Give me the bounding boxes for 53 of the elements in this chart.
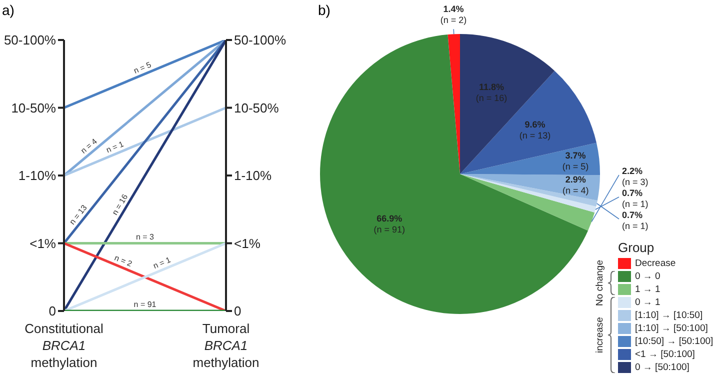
pie-slice [460, 70, 596, 174]
data-label: 3.7% (n = 5) [562, 150, 589, 172]
text: n = 5 [132, 60, 154, 76]
text: n = 2 [113, 253, 134, 269]
data-label: 0.7% (n = 1) [622, 210, 648, 231]
pie-slice [460, 174, 595, 231]
data-label: 1.4% (n = 2) [440, 4, 467, 26]
data-label: 0.7% (n = 1) [622, 188, 648, 209]
data-label: 66.9% (n = 91) [374, 214, 406, 235]
pie-slice [460, 174, 600, 200]
category-label: 50-100% [234, 32, 286, 48]
text: n = 1 [152, 255, 172, 271]
category-label: 50-100% [4, 32, 56, 48]
legend-label: [1:10] → [10:50] [635, 310, 703, 321]
legend-label: [1:10] → [50:100] [635, 323, 708, 334]
pie-slice [460, 174, 598, 206]
pie-slice [320, 34, 588, 314]
category-label: <1% [30, 236, 56, 251]
text: n = 4 [79, 136, 100, 156]
legend-label: 0 → 0 [635, 271, 660, 282]
x-tick-label: Tumoral BRCA1 methylation [192, 321, 260, 370]
pie-slice [460, 174, 596, 212]
legend-label: 1 → 1 [635, 284, 660, 295]
legend-label: Decrease [635, 258, 676, 269]
text: increase [594, 317, 606, 353]
data-label: 11.8% (n = 16) [476, 82, 508, 104]
category-label: 10-50% [234, 100, 279, 116]
legend-label: [10:50] → [50:100] [635, 336, 714, 347]
pie-slice [460, 142, 600, 176]
pie-slice [448, 34, 460, 174]
series-label: n = 3 [136, 232, 155, 242]
legend-title: Group [618, 240, 654, 255]
legend-label: 0 → 1 [635, 297, 660, 308]
category-label: 0 [48, 304, 56, 319]
category-label: <1% [234, 236, 260, 251]
chart-title: b) [318, 2, 330, 18]
text: n = 1 [104, 139, 126, 155]
data-label: 2.2% (n = 3) [622, 166, 648, 187]
data-label: 2.9% (n = 4) [562, 174, 589, 196]
text: n = 13 [68, 202, 90, 226]
text: n = 16 [110, 192, 130, 217]
legend-label: <1 → [50:100] [635, 349, 695, 360]
pie-slice [460, 34, 555, 174]
data-label: 9.6% (n = 13) [519, 119, 551, 140]
category-label: 1-10% [18, 168, 56, 184]
category-label: 0 [234, 304, 242, 319]
legend-label: 0 → [50:100] [635, 362, 690, 373]
x-tick-label: Constitutional BRCA1 methylation [24, 321, 104, 370]
text: No change [594, 260, 606, 306]
chart-title: a) [2, 2, 14, 18]
category-label: 1-10% [234, 168, 272, 184]
category-label: 10-50% [11, 100, 56, 116]
series-label: n = 91 [134, 300, 157, 309]
